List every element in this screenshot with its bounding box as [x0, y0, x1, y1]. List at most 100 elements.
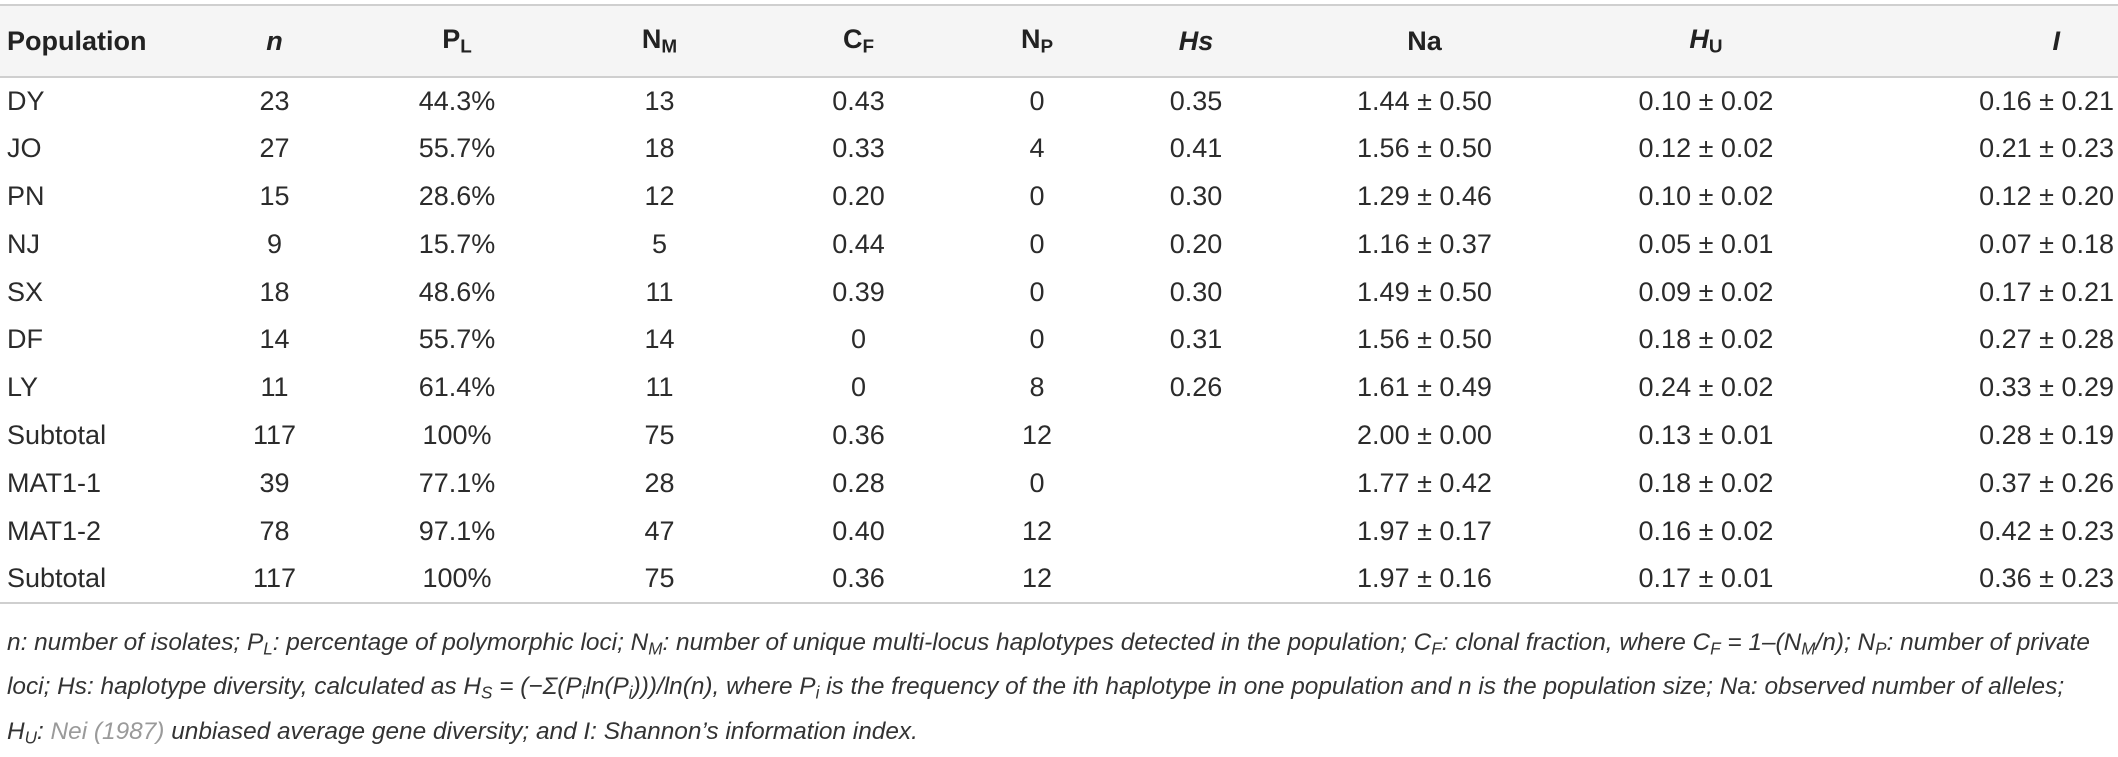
table-cell: 0.20	[1169, 228, 1223, 259]
table-cell: 11	[260, 372, 289, 403]
table-cell: 0.37 ± 0.26	[1979, 467, 2114, 498]
header-nm: NM	[562, 4, 757, 78]
table-cell: 0	[1029, 228, 1045, 259]
header-na: Na	[1278, 4, 1571, 78]
population-genetics-table: Population n PL NM CF NP Hs Na HU I DY 23…	[0, 4, 2118, 604]
table-cell: 0.30	[1169, 180, 1223, 211]
table-cell: 1.77 ± 0.42	[1357, 467, 1492, 498]
table-row: SX 18 48.6% 11 0.39 0 0.30 1.49 ± 0.50 0.09 ± 0.…	[0, 268, 2118, 316]
table-cell: 1.56 ± 0.50	[1357, 133, 1492, 164]
table-footnote: n: number of isolates; PL: percentage of…	[7, 629, 2090, 747]
table-cell: 14	[644, 324, 675, 355]
table-cell: 0	[1029, 276, 1045, 307]
table-row: Subtotal 117 100% 75 0.36 12 1.97 ± 0.16 0.17 ±…	[0, 554, 2118, 604]
table-cell: 11	[645, 372, 674, 403]
table-cell: 23	[259, 85, 290, 116]
table-cell: 0.18 ± 0.02	[1638, 467, 1774, 498]
header-row: Population n PL NM CF NP Hs Na HU I	[0, 4, 2118, 78]
table-cell: 47	[644, 515, 675, 546]
table-cell: 97.1%	[418, 515, 496, 546]
table-cell: 0.12 ± 0.02	[1638, 133, 1774, 164]
table-cell	[1114, 507, 1278, 555]
table-cell: 18	[644, 133, 675, 164]
table-cell: 75	[644, 419, 675, 450]
header-pl: PL	[352, 4, 562, 78]
table-cell: 27	[259, 133, 290, 164]
table-cell: 1.61 ± 0.49	[1357, 372, 1492, 403]
table-cell: 75	[562, 554, 757, 604]
table-cell: 55.7%	[418, 133, 496, 164]
table-cell: 0.05 ± 0.01	[1638, 228, 1774, 259]
table-cell: 0.09 ± 0.02	[1638, 276, 1774, 307]
reference-link-nei-1987[interactable]: Nei (1987)	[50, 717, 165, 745]
table-cell: 0	[850, 372, 867, 403]
table-cell: 0	[1029, 467, 1045, 498]
table-cell: 0.07 ± 0.18	[1979, 228, 2114, 259]
table-cell: Subtotal	[0, 554, 197, 604]
table-cell: 0	[1029, 85, 1045, 116]
table-cell: 0.10 ± 0.02	[1638, 180, 1774, 211]
header-cf: CF	[757, 4, 960, 78]
table-cell: 9	[266, 228, 283, 259]
table-cell: 0.39	[832, 276, 885, 307]
table-cell: MAT1-1	[7, 467, 102, 498]
table-cell: 100%	[422, 419, 492, 450]
table-cell: 8	[1029, 372, 1045, 403]
table-cell	[1114, 412, 1278, 460]
header-hs: Hs	[1114, 4, 1278, 78]
table-cell: 0.33 ± 0.29	[1979, 372, 2114, 403]
table-cell: 1.29 ± 0.46	[1357, 180, 1492, 211]
table-cell: DY	[7, 85, 45, 116]
table-cell: 0.43	[832, 85, 885, 116]
table-cell: 0.41	[1169, 133, 1223, 164]
table-cell: 4	[1029, 133, 1045, 164]
table-cell: 0.10 ± 0.02	[1638, 85, 1774, 116]
table-cell: 18	[259, 276, 290, 307]
header-np: NP	[960, 4, 1114, 78]
table-cell: 28	[644, 467, 675, 498]
table-cell: 1.49 ± 0.50	[1357, 276, 1492, 307]
table-row: PN 15 28.6% 12 0.20 0 0.30 1.29 ± 0.46 0.10 ± 0.…	[0, 173, 2118, 221]
table-cell: 11	[645, 276, 674, 307]
table-cell: 1.97 ± 0.16	[1278, 554, 1571, 604]
table-cell: PN	[7, 180, 45, 211]
table-cell: 1.97 ± 0.17	[1357, 515, 1492, 546]
table-cell: 12	[960, 554, 1114, 604]
table-cell: 117	[252, 419, 297, 450]
table-cell: 0.16 ± 0.02	[1638, 515, 1774, 546]
table-cell: 0	[1029, 180, 1045, 211]
table-cell: 0.20	[832, 180, 885, 211]
table-cell: 5	[651, 228, 668, 259]
header-hu: HU	[1571, 4, 1841, 78]
table-cell: 0.44	[832, 228, 885, 259]
table-cell: DF	[7, 324, 43, 355]
table-cell: MAT1-2	[7, 515, 102, 546]
table-cell: 13	[644, 85, 675, 116]
table-cell: 0.12 ± 0.20	[1979, 180, 2114, 211]
table-cell: NJ	[7, 228, 40, 259]
table-cell: 77.1%	[418, 467, 496, 498]
table-row: MAT1-2 78 97.1% 47 0.40 12 1.97 ± 0.17 0.16 ± 0…	[0, 507, 2118, 555]
table-cell: 0.40	[832, 515, 885, 546]
table-cell: 1.44 ± 0.50	[1357, 85, 1492, 116]
table-cell	[1114, 554, 1278, 604]
table-cell: 0.28 ± 0.19	[1979, 419, 2114, 450]
table-cell: 100%	[352, 554, 562, 604]
table-cell: 14	[259, 324, 290, 355]
table-cell: 12	[644, 180, 675, 211]
table-cell: 78	[259, 515, 290, 546]
header-population: Population	[0, 4, 197, 78]
table-cell: 0.35	[1169, 85, 1223, 116]
table-cell: JO	[7, 133, 42, 164]
table-cell: 0.24 ± 0.02	[1638, 372, 1774, 403]
table-cell: 117	[197, 554, 352, 604]
table-cell: 44.3%	[418, 85, 496, 116]
table-row: LY 11 61.4% 11 0 8 0.26 1.61 ± 0.49 0.24 ± 0.02 0…	[0, 364, 2118, 412]
table-cell: 28.6%	[418, 180, 496, 211]
table-cell: Subtotal	[7, 419, 107, 450]
table-row: JO 27 55.7% 18 0.33 4 0.41 1.56 ± 0.50 0.12 ± 0.…	[0, 125, 2118, 173]
table-row: DY 23 44.3% 13 0.43 0 0.35 1.44 ± 0.50 0.10 ± 0.…	[0, 77, 2118, 125]
table-cell: LY	[7, 372, 39, 403]
table-cell: 0.17 ± 0.21	[1979, 276, 2114, 307]
